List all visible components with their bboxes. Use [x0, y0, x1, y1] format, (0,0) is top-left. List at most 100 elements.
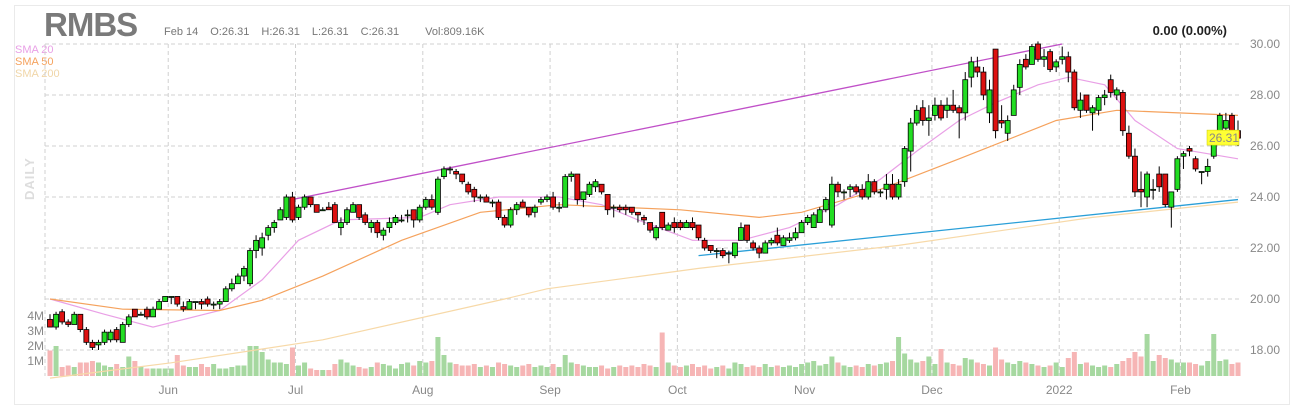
- candle: [1113, 87, 1120, 101]
- candle-body: [641, 216, 647, 221]
- volume-bar: [1120, 361, 1126, 376]
- candle: [1119, 89, 1126, 136]
- volume-bar: [708, 368, 714, 376]
- candle: [1029, 44, 1035, 65]
- candle: [913, 105, 920, 126]
- candle: [1077, 92, 1084, 118]
- volume-bar: [205, 367, 211, 376]
- volume-bar: [811, 361, 817, 376]
- volume-bar: [647, 365, 653, 376]
- candle-body: [277, 209, 284, 221]
- candle-body: [568, 173, 575, 178]
- volume-bar: [538, 365, 544, 376]
- volume-bar: [356, 367, 362, 376]
- candle: [1071, 69, 1078, 111]
- candle: [1144, 171, 1150, 208]
- candle: [368, 219, 375, 233]
- volume-bar: [174, 355, 180, 376]
- volume-tick-label: 1M: [27, 354, 44, 368]
- x-tick-label: Aug: [412, 383, 433, 397]
- volume-bar: [386, 365, 392, 376]
- candle: [416, 204, 423, 223]
- candle-body: [998, 120, 1005, 124]
- candle-body: [83, 329, 90, 343]
- candle: [1222, 112, 1229, 131]
- candle: [750, 240, 757, 251]
- candle: [1035, 41, 1041, 62]
- candle: [1083, 94, 1090, 113]
- volume-bar: [1168, 359, 1174, 376]
- candle-body: [156, 301, 163, 310]
- sma-line-sma-50: [49, 109, 1239, 312]
- volume-bar: [1083, 362, 1089, 376]
- chart-frame: [14, 5, 1290, 405]
- candle-body: [338, 222, 344, 228]
- volume-bar: [768, 367, 774, 376]
- bar-info-row: Feb 14 O:26.31 H:26.31 L:26.31 C:26.31 V…: [164, 26, 485, 38]
- volume-bar: [871, 365, 877, 376]
- candle: [519, 199, 526, 208]
- candle: [1186, 146, 1193, 157]
- volume-bar: [817, 365, 823, 376]
- candle-body: [1162, 173, 1169, 206]
- candle-body: [1053, 61, 1060, 68]
- candle-body: [550, 196, 556, 208]
- candle-body: [392, 216, 399, 223]
- volume-bar: [471, 364, 477, 376]
- volume-bar: [508, 365, 514, 376]
- volume-bar: [568, 362, 574, 376]
- candle: [1138, 171, 1144, 208]
- candle-body: [65, 321, 72, 325]
- x-tick-label: Jul: [288, 383, 303, 397]
- candle: [828, 176, 835, 228]
- candle-body: [447, 168, 453, 171]
- candle-body: [350, 204, 356, 213]
- candle-body: [968, 61, 975, 78]
- candle: [641, 214, 647, 226]
- candle: [277, 207, 284, 221]
- candle-body: [544, 196, 550, 200]
- candle: [659, 211, 666, 231]
- volume-bar: [926, 356, 932, 376]
- candle-body: [283, 196, 290, 218]
- candle: [374, 219, 381, 238]
- candle: [671, 217, 678, 233]
- candle-body: [507, 209, 514, 226]
- candle: [216, 299, 223, 310]
- volume-bar: [199, 364, 205, 376]
- candle-body: [1174, 158, 1181, 190]
- candle-body: [319, 209, 326, 212]
- candle-body: [313, 204, 320, 213]
- volume-bar: [447, 362, 453, 376]
- volume-bar: [950, 364, 956, 376]
- candle: [101, 329, 108, 345]
- volume-bar: [1217, 361, 1223, 376]
- candle-body: [477, 196, 484, 199]
- candle: [756, 245, 763, 259]
- candle: [841, 189, 847, 200]
- volume-bar: [138, 367, 144, 376]
- volume-bar: [95, 362, 101, 376]
- volume-bar: [726, 368, 732, 376]
- volume-bar: [1005, 362, 1011, 376]
- candle-body: [513, 204, 520, 211]
- volume-bar: [47, 350, 53, 376]
- volume-bar: [405, 362, 411, 376]
- candle-body: [598, 183, 605, 193]
- candle-body: [701, 239, 708, 249]
- candle: [477, 194, 484, 203]
- candle: [944, 97, 950, 118]
- candle: [253, 235, 259, 259]
- volume-bar: [1029, 364, 1035, 376]
- volume-bar: [665, 362, 671, 376]
- candle-body: [992, 48, 999, 132]
- trendline-lower: [698, 198, 1239, 257]
- candle-body: [89, 341, 96, 348]
- candle: [1125, 125, 1132, 159]
- candle-body: [441, 168, 447, 177]
- volume-bar: [853, 365, 859, 376]
- candle-body: [398, 219, 405, 222]
- candle: [792, 227, 799, 241]
- candle-body: [234, 275, 241, 285]
